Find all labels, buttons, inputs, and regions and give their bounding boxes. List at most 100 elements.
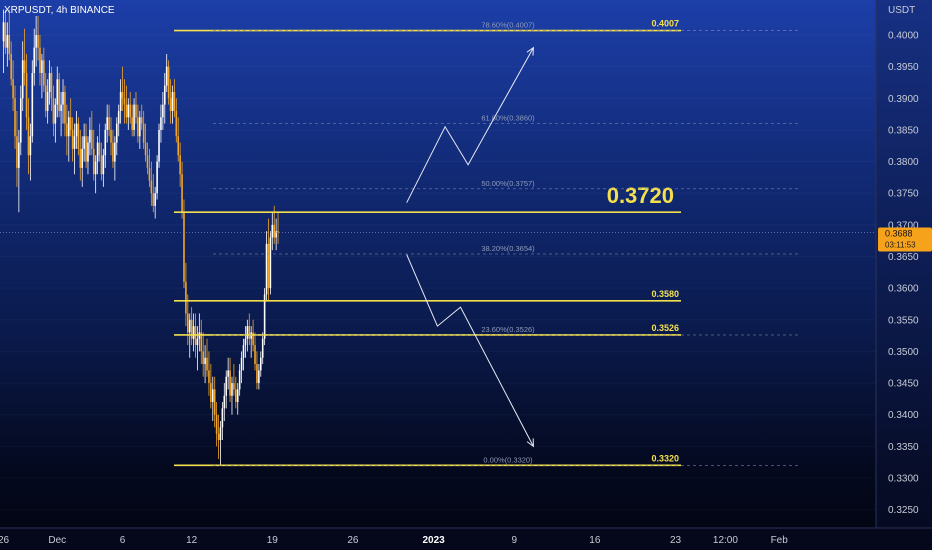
candle-body (242, 345, 245, 358)
candle-body (227, 370, 229, 377)
time-tick-label: 9 (511, 535, 517, 546)
projection-up-arrow (406, 47, 534, 203)
level-label: 0.3526 (651, 323, 679, 333)
candle-body (231, 383, 233, 396)
candle-body (208, 370, 210, 384)
candle-body (119, 91, 122, 111)
candle-body (240, 357, 243, 371)
candle-body (10, 53, 12, 80)
candle-body (275, 231, 277, 238)
candle-body (158, 129, 160, 162)
candle-body (23, 60, 26, 73)
price-tick-label: 0.3700 (888, 220, 919, 231)
candle-body (154, 193, 156, 206)
candle-body (56, 79, 59, 105)
projection-paths[interactable] (406, 46, 534, 448)
candle-body (50, 72, 53, 99)
candle-body (137, 117, 139, 137)
candle-body (173, 91, 176, 111)
candle-body (233, 383, 235, 390)
candle-body (123, 98, 126, 105)
price-tick-label: 0.3350 (888, 442, 919, 453)
candle-body (206, 357, 208, 371)
candle-body (54, 104, 57, 124)
candle-body (252, 332, 254, 346)
candle-body (202, 351, 204, 365)
level-big-label: 0.3720 (607, 183, 674, 208)
fibonacci-retracement[interactable]: 78.60%(0.4007) 61.80%(0.3860) 50.00%(0.375… (213, 21, 800, 466)
candle-body (102, 155, 105, 175)
candle-body (37, 35, 39, 48)
candle-body (225, 376, 228, 396)
candle-body (146, 155, 149, 168)
price-axis: 0.4000 0.3950 0.3900 0.3850 0.3800 0.3750 0.37… (888, 31, 919, 517)
candle-body (44, 85, 47, 111)
candle-body (125, 104, 128, 118)
time-tick-label: 26 (0, 535, 9, 546)
candle-body (265, 243, 268, 295)
current-price-tag[interactable]: 0.3688 03:11:53 (878, 227, 932, 252)
price-tick-label: 0.3400 (888, 410, 919, 421)
price-axis-panel[interactable] (876, 0, 932, 528)
candle-body (96, 142, 99, 162)
candle-body (66, 123, 68, 137)
price-tick-label: 0.3900 (888, 94, 919, 105)
candle-body (169, 98, 172, 111)
candle-body (25, 72, 28, 118)
level-label: 0.3320 (651, 453, 679, 463)
time-axis-panel[interactable] (0, 528, 932, 550)
candle-body (41, 60, 43, 73)
candle-body (71, 129, 74, 149)
price-tick-label: 0.3300 (888, 474, 919, 485)
candle-body (18, 142, 20, 168)
projection-down-arrow-arrowhead (526, 438, 534, 448)
fib-label: 23.60%(0.3526) (481, 325, 535, 334)
candle-body (6, 35, 9, 48)
candle-body (142, 123, 145, 143)
time-axis: 26 Dec 6 12 19 26 2023 9 16 23 12:00 Feb (0, 535, 788, 546)
price-tick-label: 0.3250 (888, 505, 919, 516)
current-price-tag-box (878, 227, 932, 252)
candle-body (94, 161, 97, 175)
candle-body (267, 243, 270, 289)
candle-body (131, 117, 133, 130)
candle-body (162, 104, 164, 118)
candle-body (133, 104, 135, 130)
horizontal-levels[interactable]: 0.4007 0.3720 0.3580 0.3526 0.3320 (174, 19, 681, 467)
time-tick-label: Feb (771, 535, 789, 546)
fib-label: 61.80%(0.3860) (481, 114, 535, 123)
candle-body (190, 319, 193, 339)
candle-body (258, 370, 260, 384)
candle-body (273, 224, 276, 238)
candle-body (187, 313, 189, 333)
level-label: 0.4007 (651, 19, 679, 29)
candle-body (60, 104, 62, 111)
candle-body (14, 98, 16, 137)
candle-body (144, 142, 147, 156)
symbol-label: XRPUSDT, 4h BINANCE (4, 5, 115, 16)
time-tick-label: Dec (48, 535, 66, 546)
candle-body (112, 142, 114, 162)
candle-body (219, 427, 222, 441)
currency-label: USDT (888, 5, 915, 16)
candle-body (254, 345, 256, 365)
candle-body (204, 357, 206, 365)
candle-body (188, 319, 191, 333)
fib-label: 78.60%(0.4007) (481, 21, 535, 30)
candle-body (39, 47, 41, 73)
fib-label: 0.00%(0.3320) (483, 455, 533, 464)
candle-body (263, 294, 266, 339)
candle-body (156, 161, 158, 194)
fib-label: 38.20%(0.3654) (481, 244, 535, 253)
candle-body (77, 123, 80, 149)
candle-body (12, 79, 14, 99)
candle-body (192, 326, 195, 339)
candle-body (16, 136, 18, 168)
candle-body (29, 136, 32, 156)
candle-body (81, 148, 84, 168)
candle-body (163, 85, 166, 105)
current-price-value: 0.3688 (885, 228, 913, 238)
chart-grid (0, 35, 876, 510)
candle-body (21, 60, 24, 99)
